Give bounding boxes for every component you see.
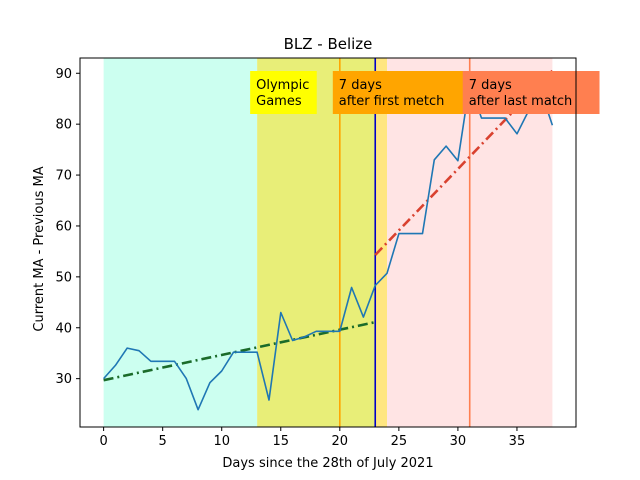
shaded-region-0 xyxy=(103,58,258,427)
y-tick-label: 80 xyxy=(55,118,72,133)
annotation-text-2-1: after last match xyxy=(469,94,573,109)
shaded-region-2 xyxy=(375,58,388,427)
annotation-text-0-1: Games xyxy=(256,94,302,109)
shaded-region-1 xyxy=(257,58,388,427)
x-tick-label: 0 xyxy=(99,434,107,449)
x-tick-label: 15 xyxy=(272,434,289,449)
annotation-text-1-0: 7 days xyxy=(339,78,382,93)
annotation-text-1-1: after first metch xyxy=(339,94,445,109)
trend-line-0 xyxy=(103,320,376,382)
annotation-box-0 xyxy=(250,71,317,114)
y-tick-label: 70 xyxy=(55,169,72,184)
y-tick-label: 90 xyxy=(55,67,72,82)
annotation-box-2 xyxy=(462,71,600,114)
chart-title: BLZ - Belize xyxy=(284,35,373,53)
y-tick-label: 40 xyxy=(55,321,72,336)
x-tick-label: 10 xyxy=(213,434,230,449)
annotation-text-2-0: 7 days xyxy=(469,78,512,93)
y-axis-label: Current MA - Previous MA xyxy=(32,166,47,331)
annotation-text-0-0: Olympic xyxy=(256,78,309,93)
y-tick-label: 60 xyxy=(55,219,72,234)
x-axis-label: Days since the 28th of July 2021 xyxy=(222,456,433,471)
annotation-box-1 xyxy=(332,71,478,114)
x-tick-label: 20 xyxy=(332,434,349,449)
x-tick-label: 30 xyxy=(450,434,467,449)
x-tick-label: 25 xyxy=(391,434,408,449)
y-tick-label: 30 xyxy=(55,372,72,387)
y-tick-label: 50 xyxy=(55,270,72,285)
axes-frame xyxy=(79,57,577,428)
x-tick-label: 35 xyxy=(509,434,526,449)
trend-line-1 xyxy=(374,69,554,256)
x-tick-label: 5 xyxy=(159,434,167,449)
